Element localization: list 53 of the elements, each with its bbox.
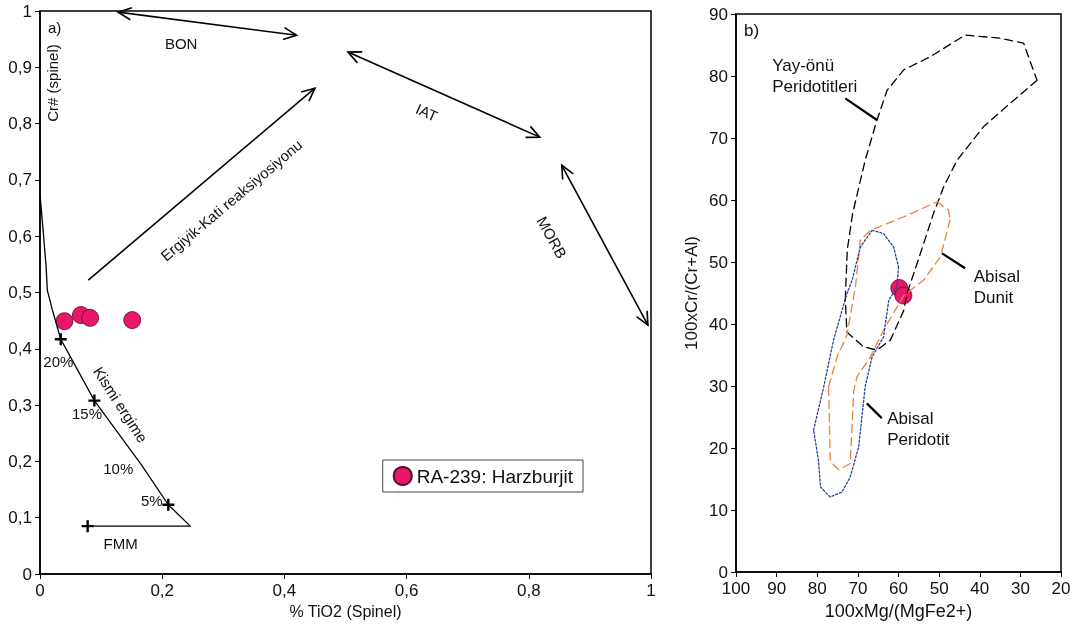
y-axis-title: Cr# (spinel) [43,44,61,122]
annotation: IAT [413,100,441,125]
x-tick-label: 70 [848,579,868,598]
legend-label: RA-239: Harzburjit [416,465,574,487]
annotation: Abisal Peridotit [887,408,950,449]
y-tick-label: 0,4 [8,339,32,359]
y-tick-label: 60 [709,190,728,210]
y-tick-label: 80 [709,66,728,86]
annotation: Yay-önü Peridotitleri [772,56,858,96]
y-tick-label: 0,5 [8,283,32,302]
x-tick-label: 0,8 [516,581,541,600]
x-axis-title: % TiO2 (Spinel) [289,603,402,621]
x-tick-label: 90 [767,579,787,598]
y-tick-label: 30 [709,376,728,396]
x-tick-label: 50 [929,579,949,598]
y-tick-label: 90 [709,4,728,24]
x-tick-label: 0,4 [272,581,297,600]
y-tick-label: 40 [709,314,728,334]
y-tick-label: 0 [22,564,32,584]
y-tick-label: 0,7 [8,170,32,190]
annotation: 5% [140,491,163,509]
x-tick-label: 30 [1010,579,1030,598]
y-tick-label: 20 [709,438,728,458]
x-tick-label: 80 [807,579,827,598]
y-tick-label: 0,3 [8,395,32,415]
annotation: BON [164,35,198,53]
x-tick-label: 0,2 [150,581,175,600]
x-tick-label: 60 [889,579,908,598]
y-tick-label: 70 [709,128,728,148]
x-tick-label: 40 [970,579,990,598]
y-tick-label: 0,1 [8,508,32,528]
x-tick-label: 20 [1051,579,1071,598]
annotation: Abisal Dunit [973,266,1020,307]
annotation: a) [48,18,62,36]
y-tick-label: 0,6 [8,226,32,246]
x-tick-label: 100 [721,579,751,598]
x-tick-label: 0 [35,581,45,600]
x-tick-label: 1 [646,581,656,600]
y-tick-label: 10 [709,500,728,520]
y-tick-label: 50 [709,252,728,272]
annotation: 15% [72,405,103,423]
x-tick-label: 0,6 [394,581,419,600]
annotation: 10% [103,459,134,477]
y-tick-label: 0 [718,562,728,582]
y-tick-label: 0,9 [8,57,32,77]
annotation: b) [744,20,760,40]
y-axis-title: 100xCr/(Cr+Al) [682,236,701,350]
y-tick-label: 0,2 [8,451,32,471]
annotation: FMM [103,534,138,552]
x-axis-title: 100xMg/(MgFe2+) [824,601,973,621]
annotation: 20% [43,352,74,370]
y-tick-label: 1 [22,1,32,21]
y-tick-label: 0,8 [8,114,32,134]
